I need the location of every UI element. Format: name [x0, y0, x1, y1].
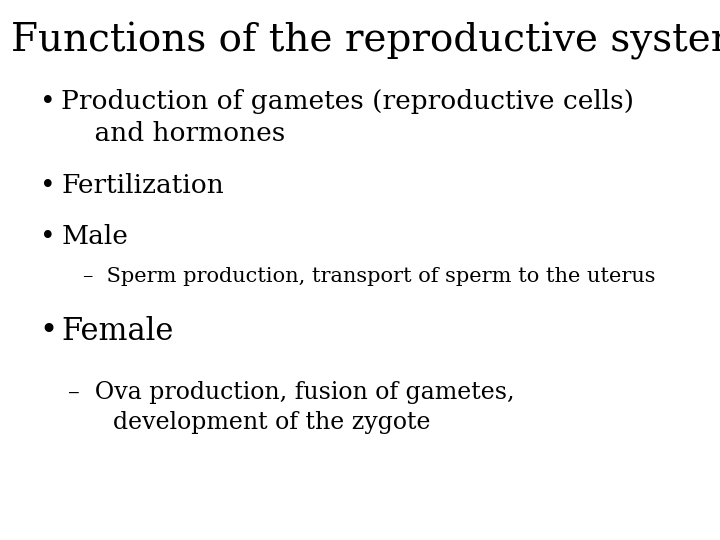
Text: Production of gametes (reproductive cells)
    and hormones: Production of gametes (reproductive cell…: [61, 89, 634, 146]
Text: •: •: [40, 224, 55, 249]
Text: –  Sperm production, transport of sperm to the uterus: – Sperm production, transport of sperm t…: [83, 267, 655, 286]
Text: –  Ova production, fusion of gametes,
      development of the zygote: – Ova production, fusion of gametes, dev…: [68, 381, 515, 434]
Text: Functions of the reproductive system: Functions of the reproductive system: [11, 22, 720, 59]
Text: •: •: [40, 316, 58, 347]
Text: •: •: [40, 173, 55, 198]
Text: Fertilization: Fertilization: [61, 173, 224, 198]
Text: Female: Female: [61, 316, 174, 347]
Text: Male: Male: [61, 224, 128, 249]
Text: •: •: [40, 89, 55, 114]
